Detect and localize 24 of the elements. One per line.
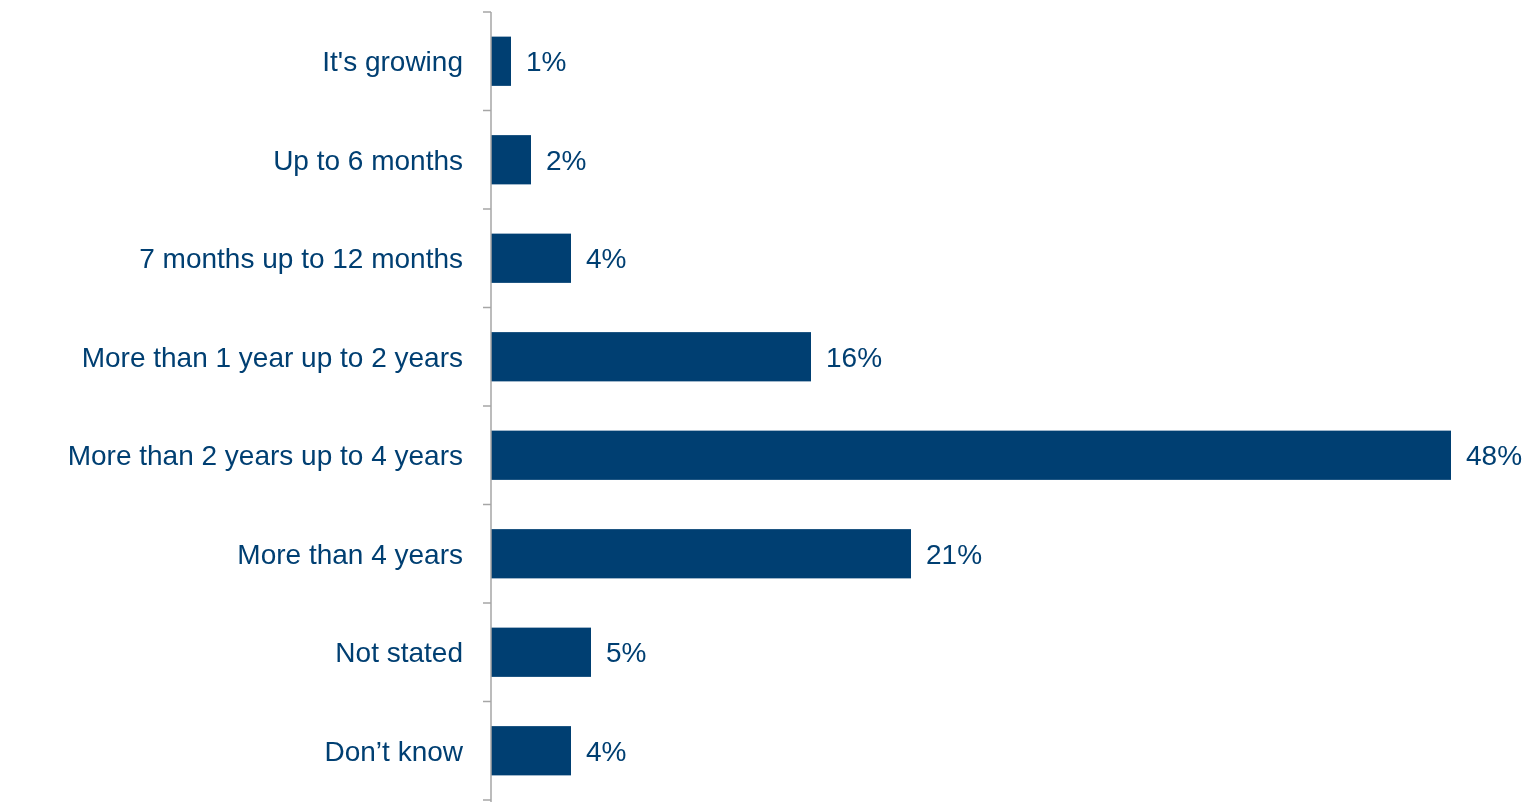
y-tick-label: It's growing (322, 46, 463, 78)
data-label: 16% (826, 341, 883, 373)
y-tick-label: 7 months up to 12 months (139, 243, 463, 275)
bar (491, 529, 911, 579)
data-label: 48% (1466, 440, 1523, 472)
y-tick-label: Don’t know (324, 735, 464, 767)
bar (491, 627, 591, 677)
bar (491, 233, 571, 283)
bar (491, 36, 511, 86)
y-tick-label: More than 2 years up to 4 years (67, 440, 463, 472)
y-tick-label: More than 1 year up to 2 years (81, 341, 463, 373)
data-label: 4% (586, 243, 627, 275)
data-label: 2% (546, 144, 587, 176)
bar (491, 332, 811, 382)
data-label: 21% (926, 538, 983, 570)
y-tick-label: Not stated (335, 637, 463, 669)
bar (491, 726, 571, 776)
data-label: 1% (526, 46, 567, 78)
y-tick-label: More than 4 years (237, 538, 463, 570)
y-tick-label: Up to 6 months (273, 144, 463, 176)
data-label: 5% (606, 637, 647, 669)
bar (491, 430, 1451, 480)
bar (491, 135, 531, 185)
data-label: 4% (586, 735, 627, 767)
